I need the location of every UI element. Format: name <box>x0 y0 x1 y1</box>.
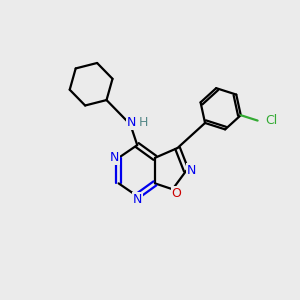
Text: N: N <box>127 116 136 129</box>
Text: Cl: Cl <box>266 114 278 127</box>
Text: H: H <box>138 116 148 129</box>
Text: N: N <box>133 193 142 206</box>
Text: N: N <box>187 164 196 177</box>
Text: O: O <box>172 187 182 200</box>
Text: N: N <box>110 152 119 164</box>
